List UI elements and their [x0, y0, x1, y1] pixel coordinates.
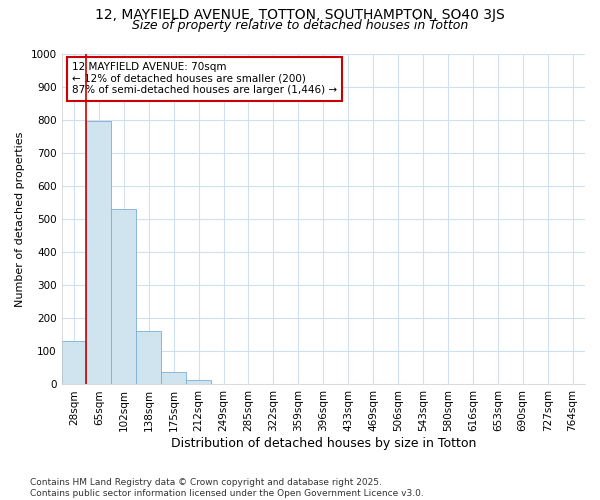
Text: 12, MAYFIELD AVENUE, TOTTON, SOUTHAMPTON, SO40 3JS: 12, MAYFIELD AVENUE, TOTTON, SOUTHAMPTON…	[95, 8, 505, 22]
Bar	[136, 331, 161, 384]
Bar	[86, 121, 112, 384]
Y-axis label: Number of detached properties: Number of detached properties	[15, 132, 25, 307]
Bar	[186, 380, 211, 384]
Bar	[112, 210, 136, 384]
X-axis label: Distribution of detached houses by size in Totton: Distribution of detached houses by size …	[170, 437, 476, 450]
Text: Size of property relative to detached houses in Totton: Size of property relative to detached ho…	[132, 18, 468, 32]
Text: 12 MAYFIELD AVENUE: 70sqm
← 12% of detached houses are smaller (200)
87% of semi: 12 MAYFIELD AVENUE: 70sqm ← 12% of detac…	[72, 62, 337, 96]
Text: Contains HM Land Registry data © Crown copyright and database right 2025.
Contai: Contains HM Land Registry data © Crown c…	[30, 478, 424, 498]
Bar	[161, 372, 186, 384]
Bar	[62, 342, 86, 384]
